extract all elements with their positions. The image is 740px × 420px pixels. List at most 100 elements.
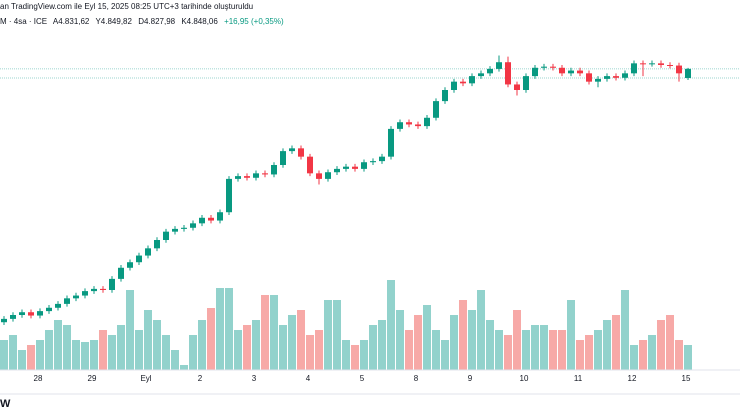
candle-body <box>631 63 637 74</box>
candle-body <box>451 81 457 90</box>
x-tick-label: 29 <box>88 374 97 383</box>
candle-body <box>406 122 412 125</box>
candle-body <box>208 217 214 221</box>
x-tick-label: 2 <box>198 374 203 383</box>
candle-body <box>595 78 601 82</box>
volume-bar <box>18 350 26 370</box>
volume-bar <box>306 335 314 370</box>
volume-bar <box>0 340 8 370</box>
candle-body <box>388 128 394 157</box>
candle-body <box>514 84 520 90</box>
candle-body <box>181 227 187 229</box>
volume-bar <box>441 340 449 370</box>
candle-body <box>316 173 322 179</box>
candle-body <box>127 262 133 268</box>
volume-bar <box>288 315 296 370</box>
volume-bar <box>144 310 152 370</box>
candle-body <box>397 122 403 129</box>
volume-bar <box>9 335 17 370</box>
candle-body <box>370 161 376 163</box>
volume-bar <box>477 290 485 370</box>
candle-body <box>19 312 25 315</box>
candle-body <box>325 172 331 179</box>
volume-bar <box>468 310 476 370</box>
candle-body <box>172 228 178 232</box>
volume-bar <box>342 340 350 370</box>
volume-bar <box>135 330 143 370</box>
candle-body <box>352 166 358 169</box>
volume-bar <box>405 330 413 370</box>
candle-body <box>190 223 196 228</box>
x-tick-label: 28 <box>34 374 43 383</box>
candle-body <box>433 101 439 118</box>
candle-body <box>496 62 502 69</box>
volume-bar <box>216 288 224 370</box>
volume-bar <box>495 330 503 370</box>
volume-bar <box>45 330 53 370</box>
volume-bar <box>387 280 395 370</box>
candle-body <box>523 76 529 90</box>
change-value: +16,95 (+0,35%) <box>224 17 284 26</box>
candle-body <box>541 66 547 68</box>
x-tick-label: 4 <box>306 374 311 383</box>
candle-body <box>568 70 574 74</box>
volume-bar <box>522 330 530 370</box>
volume-bar <box>270 295 278 370</box>
volume-bar <box>153 320 161 370</box>
candle-body <box>289 148 295 152</box>
candle-body <box>559 67 565 74</box>
volume-bar <box>513 310 521 370</box>
candle-body <box>73 295 79 299</box>
volume-bar <box>198 320 206 370</box>
volume-bar <box>81 342 89 370</box>
candle-body <box>469 76 475 84</box>
volume-bar <box>171 350 179 370</box>
candle-body <box>199 217 205 224</box>
volume-bar <box>486 320 494 370</box>
volume-bar <box>261 295 269 370</box>
x-tick-label: 8 <box>414 374 419 383</box>
candle-body <box>658 63 664 65</box>
x-tick-label: 12 <box>628 374 637 383</box>
x-tick-label: 3 <box>252 374 257 383</box>
volume-bar <box>612 315 620 370</box>
volume-bar <box>108 335 116 370</box>
candle-body <box>532 67 538 77</box>
volume-bar <box>639 340 647 370</box>
candle-body <box>100 288 106 290</box>
candle-body <box>262 173 268 175</box>
volume-bar <box>675 340 683 370</box>
volume-bar <box>180 365 188 370</box>
volume-bar <box>54 320 62 370</box>
volume-bar <box>603 320 611 370</box>
candle-body <box>622 73 628 78</box>
candle-body <box>676 65 682 74</box>
candle-body <box>217 212 223 221</box>
volume-bar <box>63 325 71 370</box>
volume-bar <box>162 335 170 370</box>
candle-body <box>136 255 142 263</box>
candle-body <box>82 291 88 296</box>
candle-body <box>613 76 619 78</box>
candle-body <box>442 90 448 102</box>
candle-body <box>298 148 304 157</box>
x-tick-label: Eyl <box>140 374 151 383</box>
candle-body <box>505 62 511 85</box>
candle-body <box>667 65 673 66</box>
volume-bar <box>459 300 467 370</box>
open-value: A4.831,62 <box>52 17 90 26</box>
volume-bar <box>72 340 80 370</box>
candle-body <box>154 240 160 249</box>
credit: an TradingView.com ile Eyl 15, 2025 08:2… <box>0 2 254 11</box>
candle-body <box>1 318 7 323</box>
volume-bar <box>297 310 305 370</box>
volume-bar <box>684 345 692 370</box>
candle-body <box>163 231 169 240</box>
volume-bar <box>324 300 332 370</box>
volume-bar <box>423 305 431 370</box>
candle-body <box>226 178 232 213</box>
x-tick-label: 9 <box>468 374 473 383</box>
x-tick-label: 5 <box>360 374 365 383</box>
volume-bar <box>351 345 359 370</box>
